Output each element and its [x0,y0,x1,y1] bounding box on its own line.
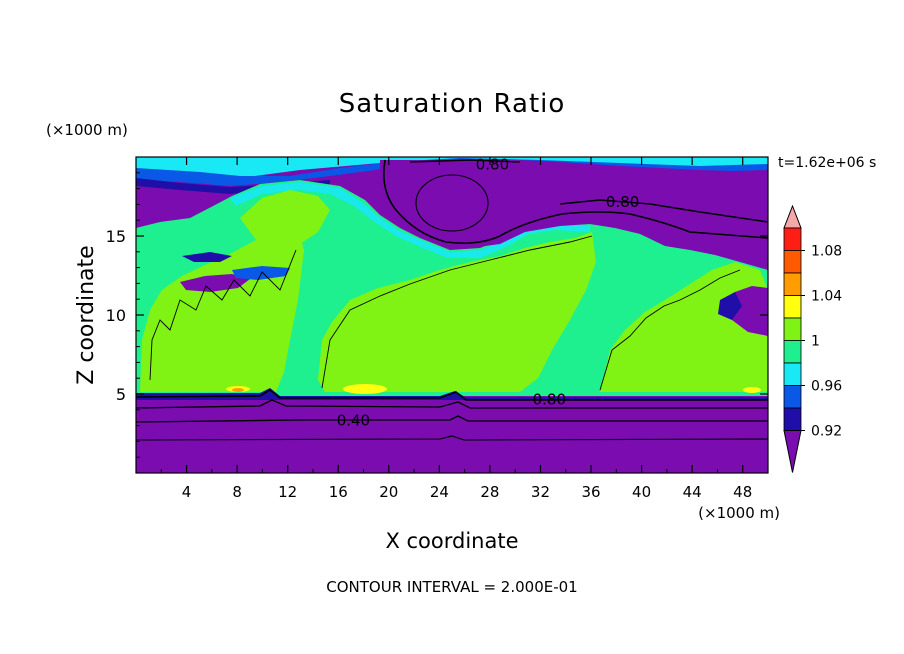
y-tick-label: 15 [106,227,126,246]
field-blob-3 [182,252,232,262]
saturation-field: 0.80 0.80 0.80 0.40 [136,155,768,473]
contour-label: 0.80 [476,155,509,173]
x-ticks: 4 8 12 16 20 24 28 32 36 40 44 48 [160,157,752,501]
x-tick-label: 20 [379,483,398,501]
field-orange-spot [232,388,244,392]
field-yellowgreen-left [140,222,304,392]
contour-080-upperright [559,199,768,223]
contour-080-upper [383,159,768,244]
y-unit-label: (×1000 m) [46,121,128,139]
colorbar-bin [783,227,802,251]
colorbar-label: 0.96 [811,379,842,395]
field-patch-right-blue [718,292,742,320]
contour-cloud-edge-left [149,249,297,381]
x-tick-label: 12 [278,483,297,501]
field-cloud-cyan-edge [230,182,590,258]
field-yellow-spot-1 [343,384,387,394]
field-yellow-spot-3 [743,387,761,393]
x-tick-label: 4 [182,483,192,501]
contour-label: 0.40 [337,411,370,429]
field-top-cyan [136,157,768,178]
field-top-navy [136,178,330,194]
x-unit-label: (×1000 m) [698,504,780,522]
contour-dry-core [415,174,489,232]
field-patch-right [732,286,768,336]
contour-label: 0.80 [533,391,566,409]
contour-labels: 0.80 0.80 0.80 0.40 [337,155,640,429]
colorbar-bin [783,250,802,274]
y-axis-label: Z coordinate [74,245,99,384]
contour-080-top [409,159,521,163]
x-tick-label: 36 [581,483,600,501]
colorbar-top-arrow [783,204,802,229]
colorbar-bin [783,407,802,431]
contour-label: 0.80 [606,193,639,211]
field-blob-1 [180,274,250,292]
y-tick-label: 10 [106,306,126,325]
contour-020-lower [136,435,768,441]
colorbar-label: 1.08 [811,244,842,260]
x-tick-label: 24 [430,483,449,501]
colorbar-bin [783,385,802,409]
x-tick-label: 44 [683,483,702,501]
x-tick-label: 48 [733,483,752,501]
colorbar-bottom-arrow [783,430,802,473]
colorbar-bin [783,317,802,341]
field-yellowgreen-right [600,262,768,392]
contour-080-lower [136,389,768,401]
field-yellowgreen-center [318,232,596,392]
x-tick-label: 16 [329,483,348,501]
colorbar-label: 1 [811,334,820,350]
chart-title: Saturation Ratio [339,89,566,119]
contour-060-lower [136,399,768,409]
colorbar-label: 0.92 [811,424,842,440]
x-axis-label: X coordinate [385,529,518,553]
field-yellowgreen-upper [240,190,330,246]
colorbar-bin [783,272,802,296]
x-tick-label: 8 [232,483,242,501]
x-tick-label: 32 [531,483,550,501]
contour-cloud-edge-right [599,269,741,391]
x-tick-label: 28 [480,483,499,501]
colorbar-bin [783,295,802,319]
colorbar-bin [783,340,802,364]
colorbar-label: 1.04 [811,289,842,305]
x-tick-label: 40 [632,483,651,501]
contour-cloud-edge-center [321,235,593,389]
time-label: t=1.62e+06 s [778,155,876,171]
colorbar-bin [783,362,802,386]
field-top-blue [136,158,768,186]
colorbar: 0.92 0.96 1 1.04 1.08 [783,204,842,473]
contour-interval-label: CONTOUR INTERVAL = 2.000E-01 [326,578,577,596]
contour-lines [136,159,768,441]
y-tick-label: 5 [116,385,126,404]
y-ticks: 5 10 15 [106,172,768,458]
contour-040-lower [136,415,768,423]
